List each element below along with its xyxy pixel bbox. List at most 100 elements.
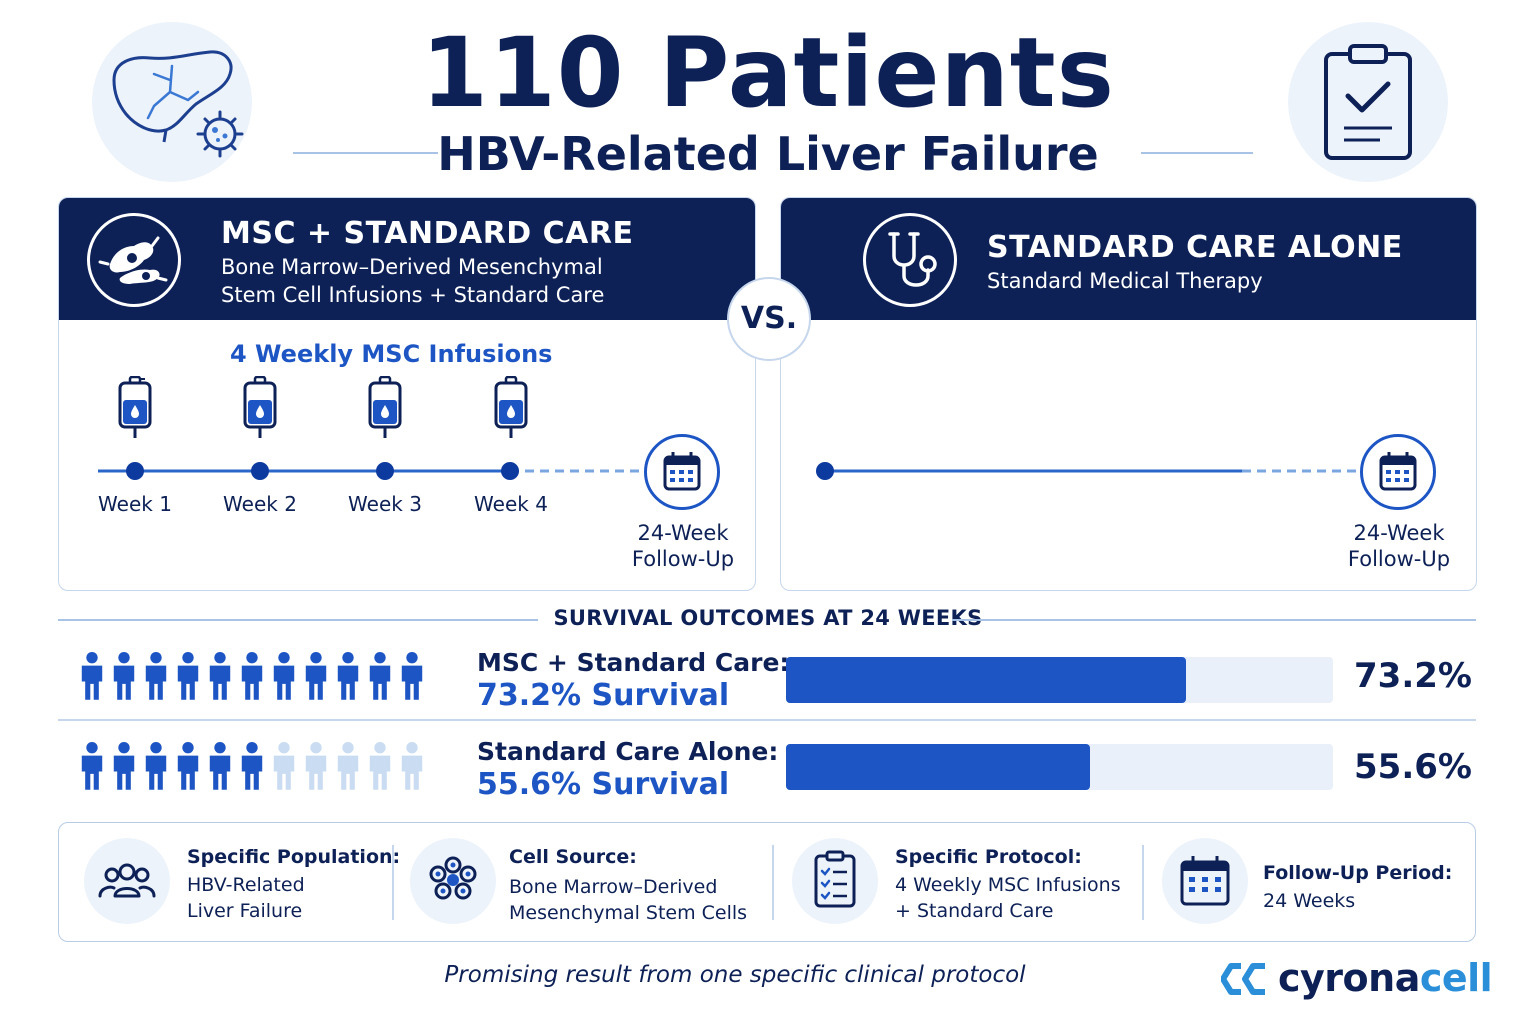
iv-bag-icon — [243, 375, 277, 438]
survival-row-divider — [58, 719, 1476, 721]
msc-followup-line1: 24-Week — [637, 521, 729, 545]
standard-followup-line1: 24-Week — [1353, 521, 1445, 545]
info-divider — [772, 845, 774, 920]
iv-bag-week4 — [493, 375, 529, 442]
survival-heading: SURVIVAL OUTCOMES AT 24 WEEKS — [553, 606, 983, 630]
person-figure-icon — [113, 652, 135, 700]
followup-icon-circle — [1162, 838, 1248, 924]
stem-cells-icon — [98, 236, 168, 284]
person-figure-icon — [145, 652, 167, 700]
cell-source-icon-circle — [410, 838, 496, 924]
timeline-dot-week3 — [376, 462, 394, 480]
brand-logo-mark — [1220, 962, 1273, 1000]
person-figure-icon — [145, 742, 167, 790]
iv-bag-icon — [368, 375, 402, 438]
info-protocol-title: Specific Protocol: — [895, 846, 1082, 868]
standard-survival-percent: 55.6% — [1354, 747, 1472, 787]
standard-survival-label: Standard Care Alone: — [477, 737, 779, 766]
checklist-icon — [814, 850, 856, 908]
iv-bag-icon — [118, 375, 152, 438]
standard-arm-subtitle: Standard Medical Therapy — [987, 269, 1263, 293]
iv-bag-icon — [494, 375, 528, 438]
infusions-title: 4 Weekly MSC Infusions — [230, 340, 553, 368]
standard-survival-value: 55.6% Survival — [477, 767, 730, 802]
week-label-1: Week 1 — [98, 492, 172, 516]
iv-bag-week3 — [367, 375, 403, 442]
info-divider — [1142, 845, 1144, 920]
msc-timeline — [98, 469, 644, 473]
person-figure-icon — [273, 652, 295, 700]
standard-timeline — [816, 462, 1362, 480]
title-rule-left — [293, 152, 438, 154]
msc-survival-label: MSC + Standard Care: — [477, 648, 790, 677]
page-subtitle: HBV-Related Liver Failure — [437, 127, 1099, 181]
msc-icon-ring — [87, 213, 181, 307]
standard-followup-line2: Follow-Up — [1347, 547, 1451, 571]
week-label-3: Week 3 — [348, 492, 422, 516]
standard-survival-bar — [786, 744, 1091, 790]
calendar-icon — [663, 452, 701, 491]
standard-survival-bar-track — [786, 744, 1333, 790]
person-figure-icon — [209, 742, 231, 790]
info-protocol-line2: + Standard Care — [895, 900, 1054, 922]
footer-note: Promising result from one specific clini… — [444, 962, 1026, 988]
stethoscope-icon — [888, 232, 937, 287]
standard-followup-ring — [1360, 434, 1436, 510]
standard-arm-panel: STANDARD CARE ALONE Standard Medical The… — [780, 197, 1477, 591]
timeline-dot-week2 — [251, 462, 269, 480]
person-figure-icon — [209, 652, 231, 700]
cell-cluster-icon — [429, 856, 477, 900]
msc-survival-percent: 73.2% — [1354, 656, 1472, 696]
brand-wordmark: cyronacell — [1278, 956, 1493, 1000]
liver-icon-circle — [92, 22, 252, 182]
timeline-dots — [126, 462, 519, 480]
clipboard-icon-circle — [1288, 22, 1448, 182]
person-figure-icon — [177, 652, 199, 700]
msc-followup-line2: Follow-Up — [631, 547, 735, 571]
iv-bag-week1 — [117, 375, 153, 442]
people-group-icon — [98, 863, 156, 898]
msc-arm-title: MSC + STANDARD CARE — [221, 216, 634, 251]
vs-badge: VS. — [727, 277, 811, 361]
population-icon-circle — [84, 838, 170, 924]
info-protocol-line1: 4 Weekly MSC Infusions — [895, 874, 1121, 896]
calendar-icon — [1379, 452, 1417, 491]
msc-arm-subtitle-1: Bone Marrow–Derived Mesenchymal — [221, 255, 603, 279]
timeline-dot-week1 — [126, 462, 144, 480]
clipboard-check-icon — [1324, 44, 1412, 160]
person-figure-icon — [241, 742, 263, 790]
msc-arm-panel: MSC + STANDARD CARE Bone Marrow–Derived … — [58, 197, 756, 591]
protocol-icon-circle — [792, 838, 878, 924]
iv-bag-week2 — [242, 375, 278, 442]
person-figure-icon — [177, 742, 199, 790]
person-figure-icon — [81, 742, 103, 790]
person-figure-icon — [369, 652, 391, 700]
person-figure-icon — [305, 652, 327, 700]
info-population-line2: Liver Failure — [187, 900, 303, 922]
msc-survival-bar-track — [786, 657, 1333, 703]
page-title: 110 Patients — [421, 17, 1115, 129]
standard-arm-header: STANDARD CARE ALONE Standard Medical The… — [781, 198, 1476, 320]
person-figure-icon — [401, 742, 423, 790]
info-followup-line1: 24 Weeks — [1263, 890, 1356, 912]
info-population-line1: HBV-Related — [187, 874, 305, 896]
person-figure-icon — [273, 742, 295, 790]
msc-survival-bar — [786, 657, 1187, 703]
info-cell-source-line2: Mesenchymal Stem Cells — [509, 902, 748, 924]
person-figure-icon — [401, 652, 423, 700]
person-figure-icon — [241, 652, 263, 700]
person-figure-icon — [113, 742, 135, 790]
info-divider — [392, 845, 394, 920]
standard-icon-ring — [863, 213, 957, 307]
info-cell-source-line1: Bone Marrow–Derived — [509, 876, 718, 898]
week-label-4: Week 4 — [474, 492, 548, 516]
info-followup-title: Follow-Up Period: — [1263, 862, 1453, 884]
survival-rule-left — [58, 619, 538, 621]
person-figure-icon — [305, 742, 327, 790]
msc-arm-subtitle-2: Stem Cell Infusions + Standard Care — [221, 283, 605, 307]
survival-figures-standard — [76, 742, 428, 796]
brand-wordmark-accent: cell — [1419, 956, 1493, 1000]
msc-arm-header: MSC + STANDARD CARE Bone Marrow–Derived … — [59, 198, 755, 320]
msc-survival-value: 73.2% Survival — [477, 678, 730, 713]
survival-figures-msc — [76, 652, 428, 706]
